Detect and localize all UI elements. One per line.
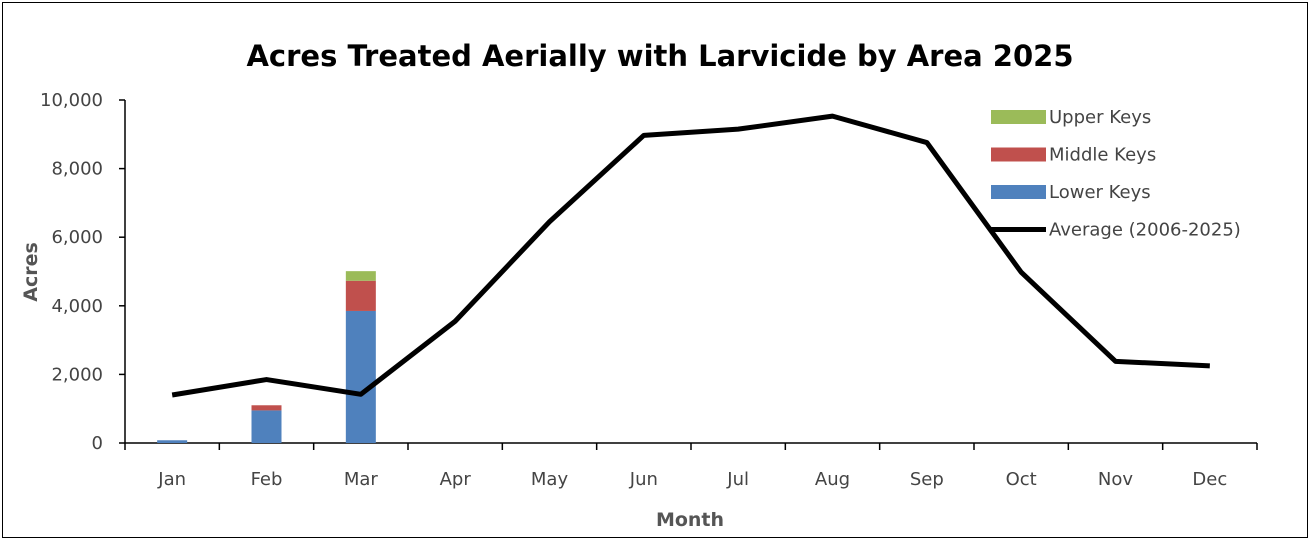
legend-swatch-lower-keys bbox=[991, 185, 1046, 199]
bar-upper-keys bbox=[345, 271, 376, 281]
y-tick-label: 8,000 bbox=[51, 159, 103, 180]
x-tick-label: Aug bbox=[815, 469, 850, 490]
bar-lower-keys bbox=[251, 410, 282, 443]
x-tick-label: Jan bbox=[157, 469, 186, 490]
x-tick-label: Oct bbox=[1006, 469, 1037, 490]
plot-area: 0 2,000 4,000 6,000 8,000 10,000 Jan Feb Mar Apr M… bbox=[40, 90, 1258, 490]
x-tick-label: Dec bbox=[1192, 469, 1227, 490]
bar-lower-keys bbox=[345, 310, 376, 443]
bar-lower-keys bbox=[157, 440, 188, 443]
x-tick-label: Nov bbox=[1098, 469, 1133, 490]
x-tick-label: Apr bbox=[440, 469, 472, 490]
legend-label-upper-keys: Upper Keys bbox=[1049, 107, 1151, 128]
y-tick-label: 10,000 bbox=[40, 90, 103, 111]
x-tick-label: May bbox=[531, 469, 569, 490]
bar-middle-keys bbox=[251, 405, 282, 411]
y-tick-label: 4,000 bbox=[51, 296, 103, 317]
chart-title: Acres Treated Aerially with Larvicide by… bbox=[246, 39, 1073, 73]
x-tick-label: Jun bbox=[629, 469, 658, 490]
legend-label-average-2006-2025: Average (2006-2025) bbox=[1049, 220, 1241, 241]
y-tick-label: 6,000 bbox=[51, 227, 103, 248]
line-series-average bbox=[171, 113, 1210, 398]
x-tick-label: Mar bbox=[344, 469, 379, 490]
legend-swatch-upper-keys bbox=[991, 110, 1046, 124]
legend-swatch-middle-keys bbox=[991, 147, 1046, 162]
x-tick-label: Sep bbox=[910, 469, 944, 490]
y-axis-label: Acres bbox=[20, 242, 42, 302]
x-axis-label: Month bbox=[656, 509, 724, 531]
x-tick-label: Jul bbox=[726, 469, 749, 490]
legend-label-middle-keys: Middle Keys bbox=[1049, 145, 1156, 166]
legend: Upper Keys Middle Keys Lower Keys Average (… bbox=[991, 107, 1241, 241]
y-tick-label: 0 bbox=[92, 433, 103, 454]
legend-label-lower-keys: Lower Keys bbox=[1049, 182, 1151, 203]
y-tick-label: 2,000 bbox=[51, 364, 103, 385]
x-tick-label: Feb bbox=[251, 469, 283, 490]
bar-middle-keys bbox=[345, 280, 376, 311]
